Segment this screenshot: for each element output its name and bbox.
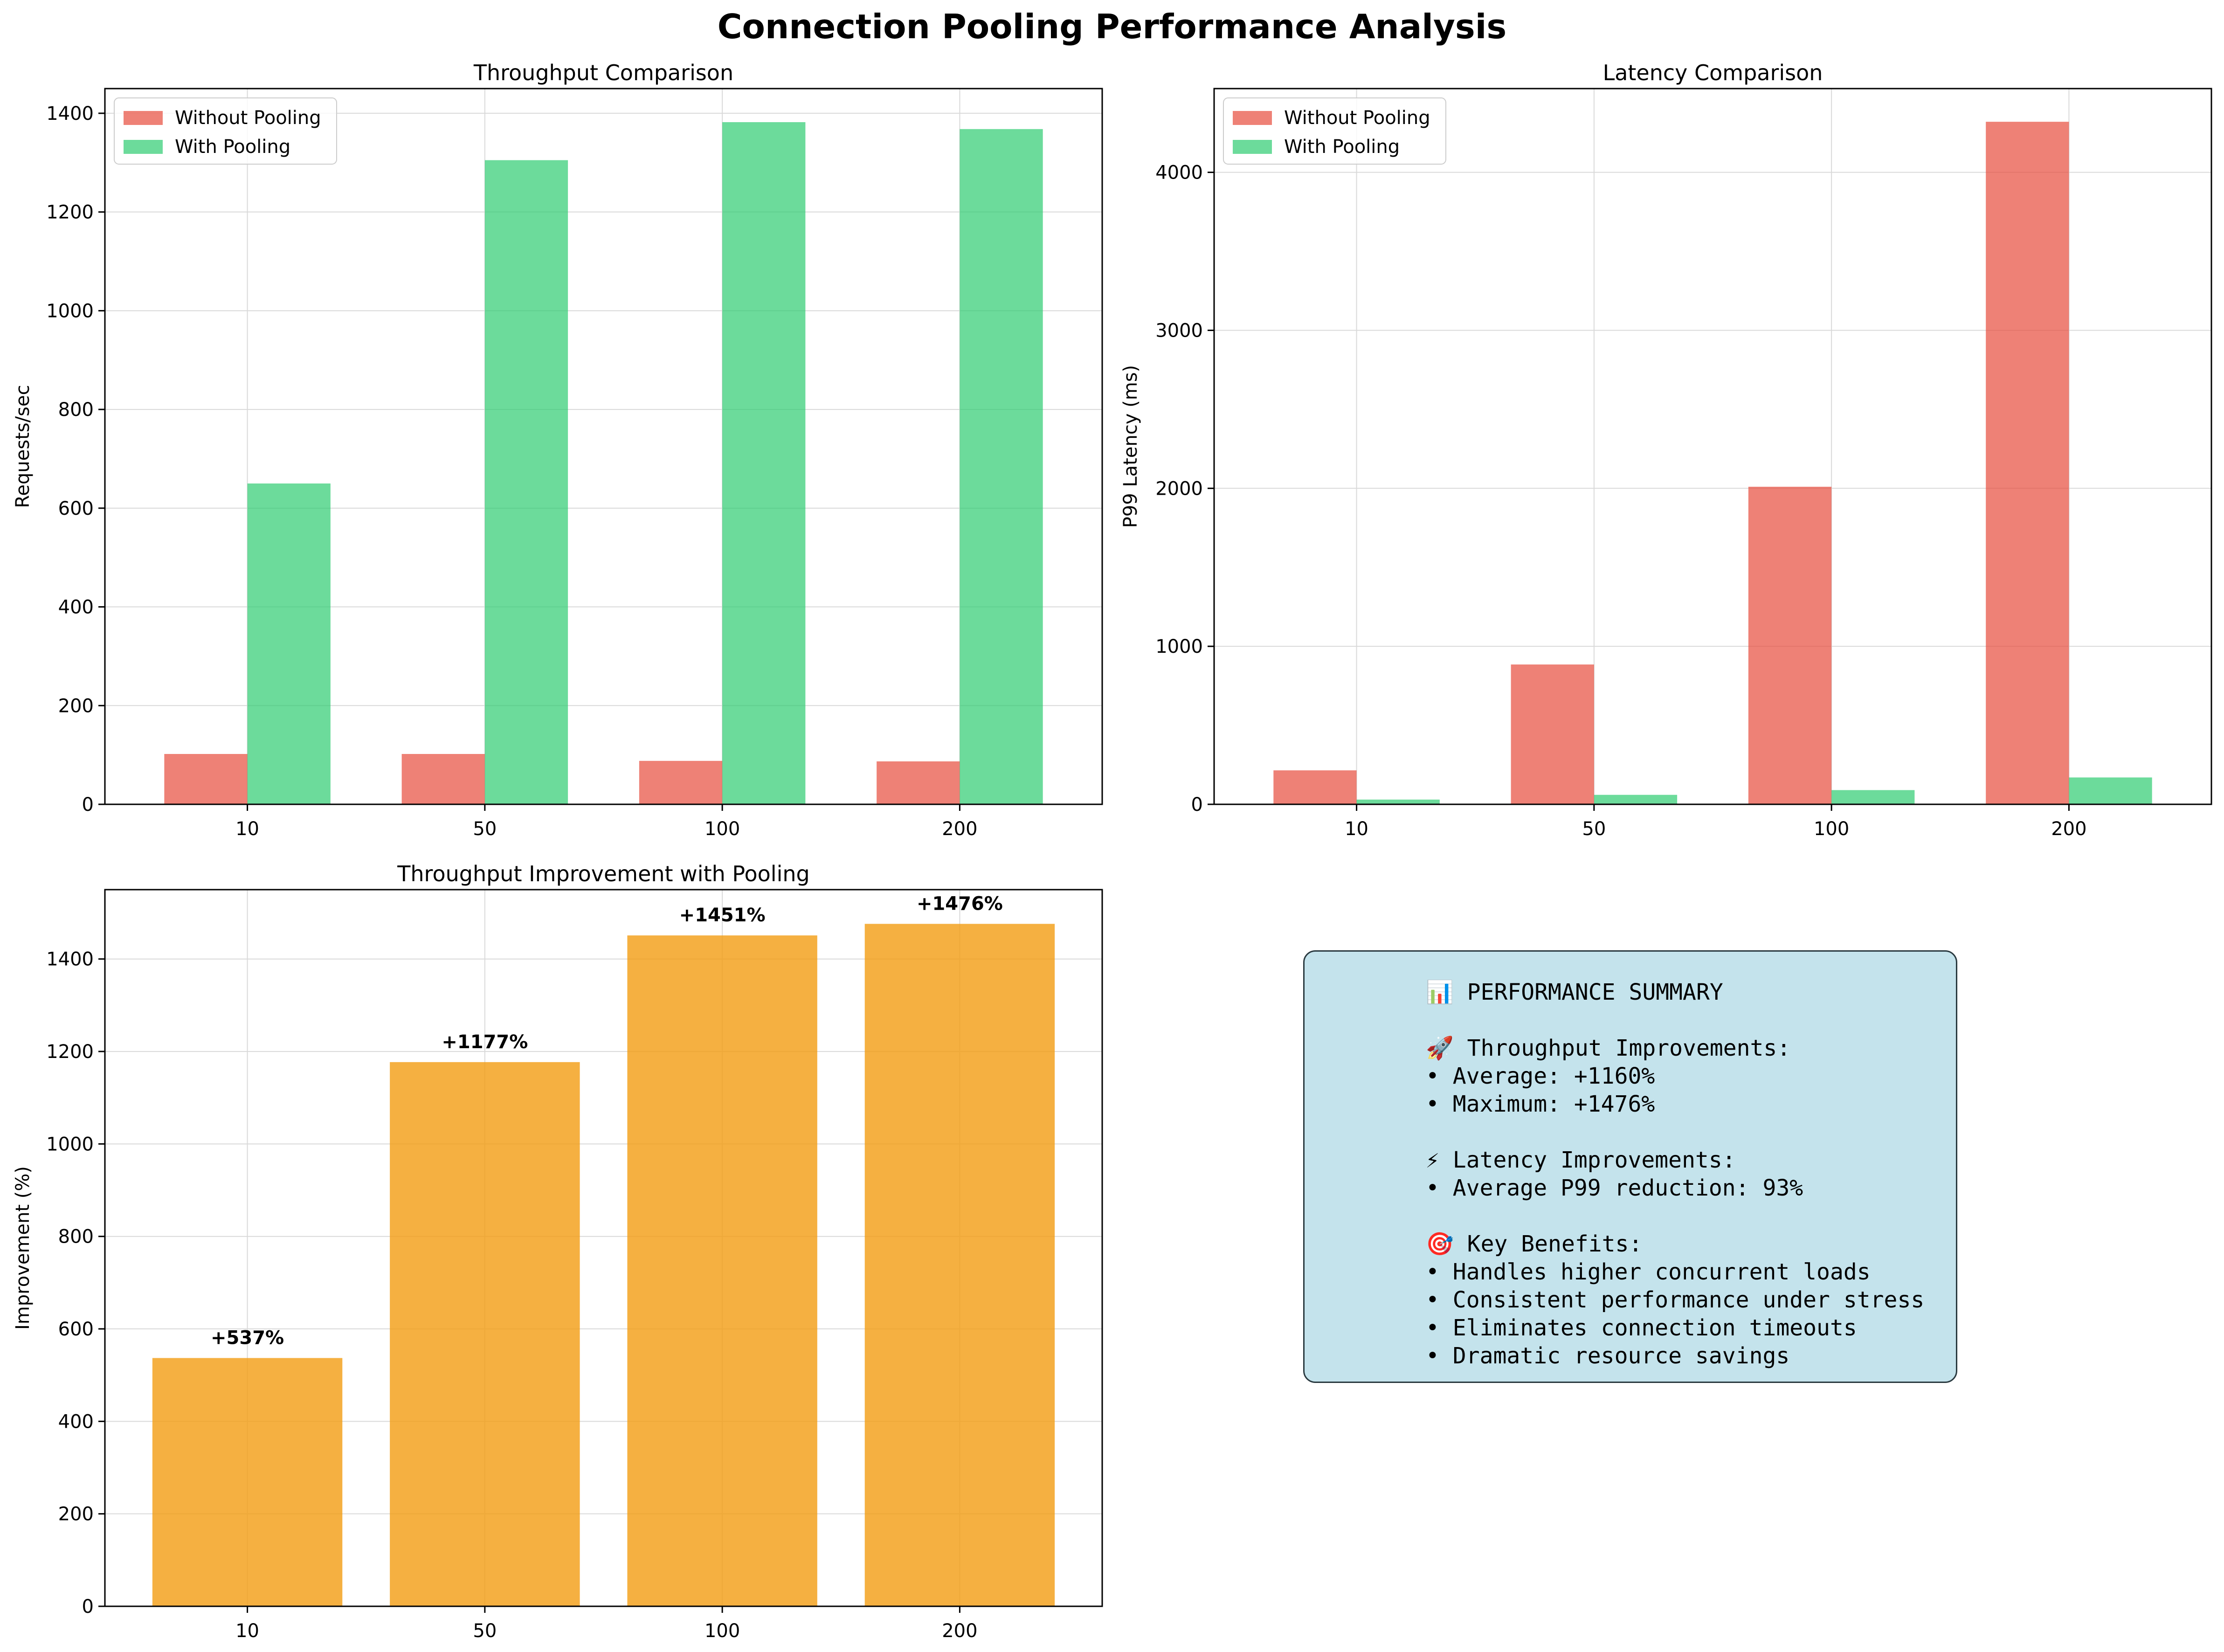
y-tick-label: 3000 xyxy=(1155,320,1203,341)
legend-label-without-pooling: Without Pooling xyxy=(1284,107,1430,129)
axes-frame xyxy=(1213,88,2212,805)
x-tick-label: 200 xyxy=(942,818,977,840)
bar-improvement-10 xyxy=(152,1358,343,1606)
legend-swatch-without-pooling xyxy=(1233,111,1272,125)
throughput-comparison-chart: Throughput Comparison 0 200 400 600 800 1000 12… xyxy=(12,60,1103,840)
x-tick-label: 50 xyxy=(473,818,497,840)
x-tick-label: 10 xyxy=(1345,818,1368,840)
latency-comparison-chart: Latency Comparison 0 1000 2000 3000 4000 10 50 1… xyxy=(1120,60,2212,840)
summary-line: 🎯 Key Benefits: xyxy=(1426,1231,1643,1257)
y-tick-label: 600 xyxy=(58,1319,94,1340)
bar-without-pooling-100 xyxy=(1748,486,1832,804)
y-tick-label: 0 xyxy=(82,1596,94,1617)
summary-line: 🚀 Throughput Improvements: xyxy=(1426,1035,1791,1061)
summary-line: • Consistent performance under stress xyxy=(1426,1287,1925,1313)
data-label: +1451% xyxy=(679,905,766,926)
x-tick-label: 10 xyxy=(235,818,259,840)
summary-line: • Maximum: +1476% xyxy=(1426,1091,1655,1117)
y-tick-label: 200 xyxy=(58,1504,94,1525)
x-tick-label: 50 xyxy=(473,1620,497,1642)
bar-without-pooling-50 xyxy=(1511,664,1594,804)
bar-without-pooling-200 xyxy=(877,761,960,804)
y-tick-label: 0 xyxy=(82,794,94,816)
legend-box xyxy=(1223,97,1446,165)
x-tick-label: 200 xyxy=(2051,818,2086,840)
performance-summary-box xyxy=(1303,950,1957,1383)
x-tick-label: 100 xyxy=(1814,818,1849,840)
summary-line xyxy=(1426,1118,1924,1146)
bar-with-pooling-200 xyxy=(960,129,1043,804)
y-tick-label: 2000 xyxy=(1155,478,1203,499)
y-tick-label: 4000 xyxy=(1155,162,1203,184)
legend-swatch-with-pooling xyxy=(1233,140,1272,154)
chart-title: Latency Comparison xyxy=(1603,60,1823,85)
y-tick-label: 400 xyxy=(58,1411,94,1432)
bar-without-pooling-50 xyxy=(401,754,485,804)
bar-with-pooling-10 xyxy=(1356,799,1440,804)
summary-line xyxy=(1426,1006,1924,1034)
legend-swatch-with-pooling xyxy=(124,140,163,154)
chart-title: Throughput Improvement with Pooling xyxy=(397,861,809,886)
bar-improvement-100 xyxy=(627,935,817,1606)
summary-line: • Dramatic resource savings xyxy=(1426,1343,1790,1369)
summary-line: • Eliminates connection timeouts xyxy=(1426,1315,1857,1341)
summary-line: ⚡ Latency Improvements: xyxy=(1426,1147,1736,1173)
y-tick-label: 800 xyxy=(58,1226,94,1248)
y-axis-label: P99 Latency (ms) xyxy=(1120,365,1141,528)
legend-box xyxy=(114,97,337,165)
y-tick-label: 400 xyxy=(58,597,94,618)
performance-summary-text: 📊 PERFORMANCE SUMMARY 🚀 Throughput Improv… xyxy=(1426,978,1924,1370)
legend-label-with-pooling: With Pooling xyxy=(175,136,290,158)
x-tick-label: 10 xyxy=(235,1620,259,1642)
figure-title: Connection Pooling Performance Analysis xyxy=(718,7,1507,46)
axes-frame xyxy=(104,889,1103,1607)
summary-line: • Handles higher concurrent loads xyxy=(1426,1259,1871,1285)
legend-swatch-without-pooling xyxy=(124,111,163,125)
bar-without-pooling-200 xyxy=(1986,122,2069,804)
bar-without-pooling-10 xyxy=(1273,770,1357,804)
y-tick-label: 200 xyxy=(58,695,94,717)
x-tick-label: 100 xyxy=(704,1620,740,1642)
throughput-improvement-chart: Throughput Improvement with Pooling +537%… xyxy=(12,861,1103,1642)
summary-line: • Average P99 reduction: 93% xyxy=(1426,1175,1803,1201)
bar-with-pooling-50 xyxy=(484,160,568,804)
x-tick-label: 50 xyxy=(1582,818,1606,840)
axes-frame xyxy=(104,88,1103,805)
legend-label-without-pooling: Without Pooling xyxy=(175,107,321,129)
summary-line xyxy=(1426,1202,1924,1230)
bar-improvement-200 xyxy=(864,924,1055,1606)
y-tick-label: 1200 xyxy=(46,202,94,223)
x-tick-label: 200 xyxy=(942,1620,977,1642)
y-tick-label: 600 xyxy=(58,498,94,519)
y-tick-label: 1200 xyxy=(46,1041,94,1063)
bar-without-pooling-100 xyxy=(639,760,723,804)
data-label: +537% xyxy=(211,1327,284,1349)
bar-with-pooling-100 xyxy=(722,122,806,804)
bar-with-pooling-10 xyxy=(247,483,331,804)
bar-without-pooling-10 xyxy=(164,754,248,804)
y-axis-label: Requests/sec xyxy=(12,385,34,508)
summary-line: • Average: +1160% xyxy=(1426,1063,1655,1089)
legend-label-with-pooling: With Pooling xyxy=(1284,136,1400,158)
y-axis-label: Improvement (%) xyxy=(12,1166,34,1330)
data-label: +1177% xyxy=(442,1031,528,1053)
bar-with-pooling-100 xyxy=(1831,790,1915,804)
bar-with-pooling-50 xyxy=(1594,795,1678,804)
y-tick-label: 1000 xyxy=(46,300,94,322)
y-tick-label: 1000 xyxy=(46,1134,94,1155)
x-tick-label: 100 xyxy=(704,818,740,840)
y-tick-label: 0 xyxy=(1191,794,1203,816)
chart-title: Throughput Comparison xyxy=(473,60,733,85)
data-label: +1476% xyxy=(917,893,1003,914)
y-tick-label: 800 xyxy=(58,399,94,421)
bar-improvement-50 xyxy=(390,1062,580,1606)
y-tick-label: 1000 xyxy=(1155,636,1203,657)
bar-with-pooling-200 xyxy=(2069,777,2152,804)
summary-line: 📊 PERFORMANCE SUMMARY xyxy=(1426,979,1723,1005)
y-tick-label: 1400 xyxy=(46,103,94,124)
y-tick-label: 1400 xyxy=(46,949,94,970)
